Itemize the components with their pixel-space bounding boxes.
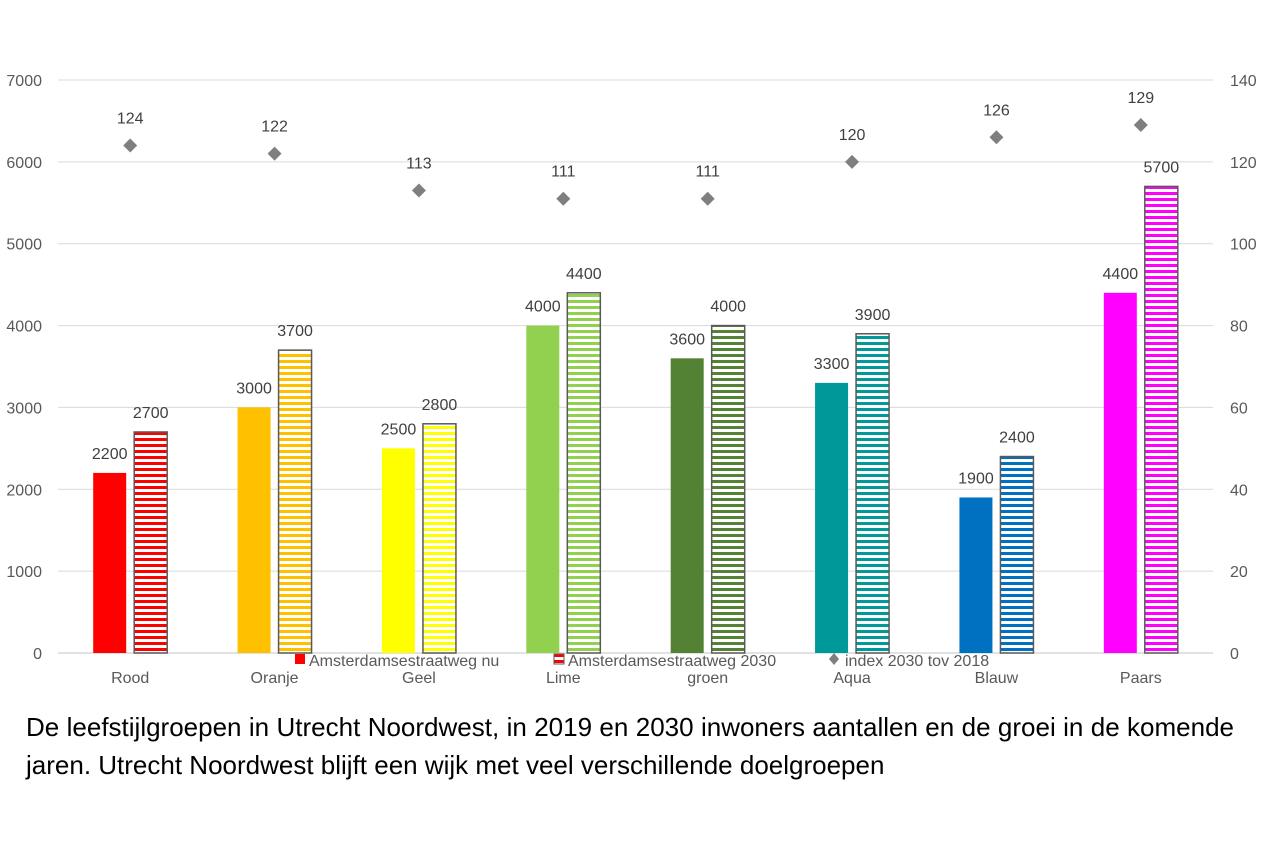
- category-label: Aqua: [833, 670, 870, 687]
- index-marker: [267, 146, 282, 161]
- y-right-tick-label: 40: [1230, 482, 1248, 499]
- category-label: Paars: [1120, 670, 1162, 687]
- y-left-tick-label: 6000: [6, 155, 42, 172]
- y-left-tick-label: 4000: [6, 319, 42, 336]
- legend-swatch-striped: [553, 653, 565, 665]
- data-labels: 2200 2700 124 3000 3700 122 2500 2800 113 4000 440…: [92, 90, 1179, 487]
- bar-2030: [710, 324, 746, 654]
- index-marker: [411, 183, 426, 198]
- left-axis: 0 1000 2000 3000 4000 5000 6000 7000: [6, 73, 42, 663]
- data-label-nu: 2200: [92, 446, 128, 463]
- index-marker: [1133, 118, 1148, 133]
- figure-caption: De leefstijlgroepen in Utrecht Noordwest…: [26, 712, 1234, 780]
- data-label-index: 113: [406, 156, 432, 173]
- y-left-tick-label: 5000: [6, 237, 42, 254]
- data-label-nu: 4400: [1103, 266, 1139, 283]
- category-label: Blauw: [975, 670, 1019, 687]
- y-right-tick-label: 100: [1230, 237, 1257, 254]
- legend: Amsterdamsestraatweg nu Amsterdamsestraa…: [295, 653, 989, 670]
- data-label-2030: 2700: [133, 405, 169, 422]
- legend-swatch-solid: [295, 654, 305, 664]
- bar-2030: [133, 431, 168, 654]
- y-right-tick-label: 140: [1230, 73, 1257, 90]
- bar-nu: [959, 497, 993, 653]
- legend-item-nu: Amsterdamsestraatweg nu: [295, 653, 499, 670]
- data-label-2030: 5700: [1144, 159, 1180, 176]
- category-label: Oranje: [251, 670, 299, 687]
- data-label-nu: 3300: [814, 356, 850, 373]
- y-left-tick-label: 3000: [6, 400, 42, 417]
- bar-chart: 0 1000 2000 3000 4000 5000 6000 7000 0 20 40 60 80 1…: [6, 73, 1257, 687]
- gridlines: [58, 79, 1213, 654]
- bar-2030: [422, 423, 457, 654]
- data-label-nu: 3600: [669, 331, 705, 348]
- legend-label-index: index 2030 tov 2018: [845, 653, 989, 670]
- index-marker: [845, 154, 860, 169]
- data-label-nu: 3000: [236, 380, 272, 397]
- data-label-2030: 3700: [277, 323, 313, 340]
- data-label-nu: 1900: [958, 470, 994, 487]
- data-label-2030: 2400: [999, 430, 1035, 447]
- legend-swatch-diamond: [829, 653, 839, 665]
- bar-2030: [1144, 185, 1179, 654]
- y-left-tick-label: 2000: [6, 482, 42, 499]
- bar-2030: [566, 292, 602, 654]
- legend-label-nu: Amsterdamsestraatweg nu: [309, 653, 499, 670]
- bar-2030: [999, 455, 1035, 654]
- index-marker: [700, 191, 715, 206]
- data-label-2030: 4000: [710, 299, 746, 316]
- data-label-index: 126: [983, 102, 1010, 119]
- index-marker: [989, 130, 1004, 145]
- category-label: Rood: [111, 670, 149, 687]
- data-label-index: 111: [551, 164, 575, 181]
- y-left-tick-label: 7000: [6, 73, 42, 90]
- index-marker: [556, 191, 571, 206]
- data-label-index: 120: [839, 127, 866, 144]
- data-label-index: 129: [1127, 90, 1154, 107]
- bar-2030: [855, 333, 890, 654]
- category-label: groen: [687, 670, 728, 687]
- data-label-index: 111: [696, 164, 720, 181]
- data-label-2030: 2800: [422, 397, 458, 414]
- y-right-tick-label: 0: [1230, 646, 1239, 663]
- data-label-nu: 4000: [525, 299, 561, 316]
- legend-item-2030: Amsterdamsestraatweg 2030: [553, 653, 776, 670]
- y-left-tick-label: 0: [33, 646, 42, 663]
- bar-nu: [526, 325, 560, 653]
- data-label-nu: 2500: [381, 421, 417, 438]
- bar-nu: [381, 448, 415, 653]
- bar-nu: [1103, 292, 1137, 653]
- bar-nu: [670, 358, 704, 653]
- right-axis: 0 20 40 60 80 100 120 140: [1230, 73, 1257, 663]
- index-marker: [123, 138, 138, 153]
- bar-nu: [93, 472, 127, 653]
- category-label: Geel: [402, 670, 436, 687]
- y-right-tick-label: 120: [1230, 155, 1257, 172]
- category-labels: Rood Oranje Geel Lime groen Aqua Blauw Paars: [111, 670, 1162, 687]
- y-right-tick-label: 60: [1230, 400, 1248, 417]
- category-label: Lime: [546, 670, 581, 687]
- data-label-2030: 3900: [855, 307, 891, 324]
- legend-item-index: index 2030 tov 2018: [829, 653, 989, 670]
- data-label-index: 124: [117, 110, 144, 127]
- data-label-2030: 4400: [566, 266, 602, 283]
- bar-nu: [237, 407, 271, 653]
- bar-nu: [815, 382, 849, 653]
- y-right-tick-label: 20: [1230, 564, 1248, 581]
- legend-label-2030: Amsterdamsestraatweg 2030: [568, 653, 776, 670]
- bars: [93, 185, 1179, 654]
- y-right-tick-label: 80: [1230, 319, 1248, 336]
- bar-2030: [277, 349, 313, 654]
- index-markers: [123, 118, 1148, 206]
- data-label-index: 122: [261, 119, 288, 136]
- y-left-tick-label: 1000: [6, 564, 42, 581]
